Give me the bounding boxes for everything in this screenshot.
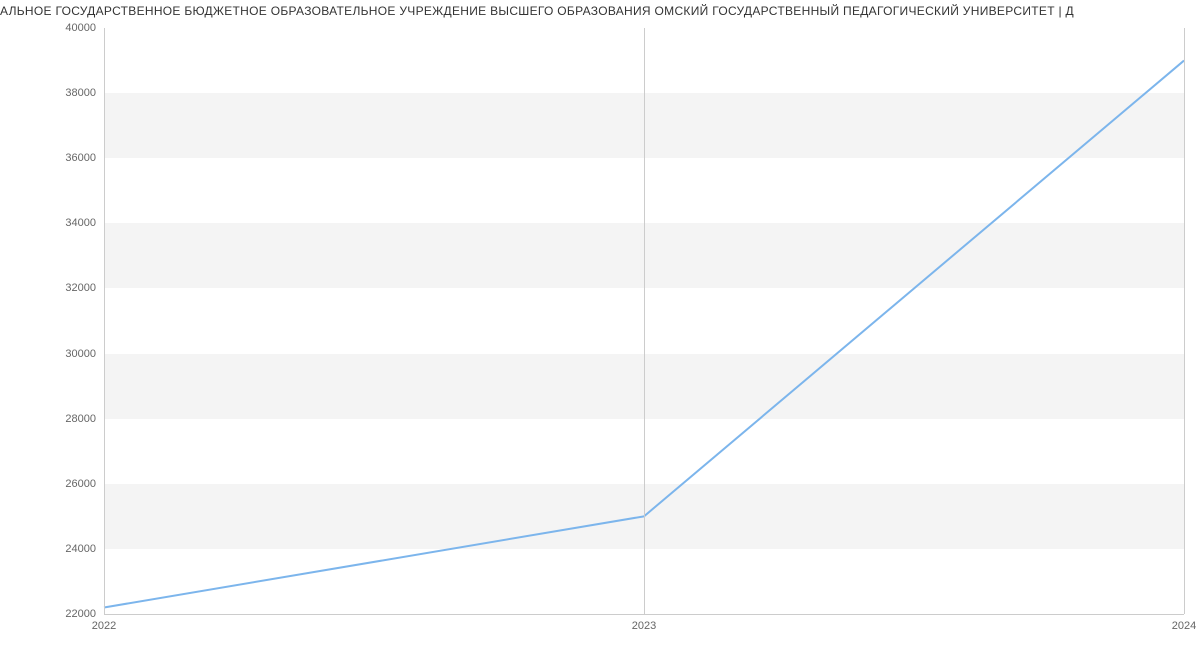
y-tick-label: 24000 — [65, 543, 96, 555]
x-gridline — [1184, 28, 1185, 614]
chart-container: { "chart": { "type": "line", "title": "А… — [0, 0, 1200, 650]
y-tick-label: 32000 — [65, 282, 96, 294]
y-tick-label: 22000 — [65, 608, 96, 620]
y-axis-line — [104, 28, 105, 614]
plot-area: 2200024000260002800030000320003400036000… — [104, 28, 1184, 614]
y-tick-label: 40000 — [65, 22, 96, 34]
x-tick-label: 2022 — [92, 620, 116, 632]
x-tick-label: 2024 — [1172, 620, 1196, 632]
y-tick-label: 38000 — [65, 87, 96, 99]
chart-title: АЛЬНОЕ ГОСУДАРСТВЕННОЕ БЮДЖЕТНОЕ ОБРАЗОВ… — [0, 4, 1200, 18]
y-tick-label: 26000 — [65, 478, 96, 490]
y-tick-label: 36000 — [65, 152, 96, 164]
x-tick-label: 2023 — [632, 620, 656, 632]
y-tick-label: 34000 — [65, 217, 96, 229]
y-tick-label: 28000 — [65, 413, 96, 425]
y-tick-label: 30000 — [65, 348, 96, 360]
x-gridline — [644, 28, 645, 614]
x-axis-line — [104, 614, 1184, 615]
